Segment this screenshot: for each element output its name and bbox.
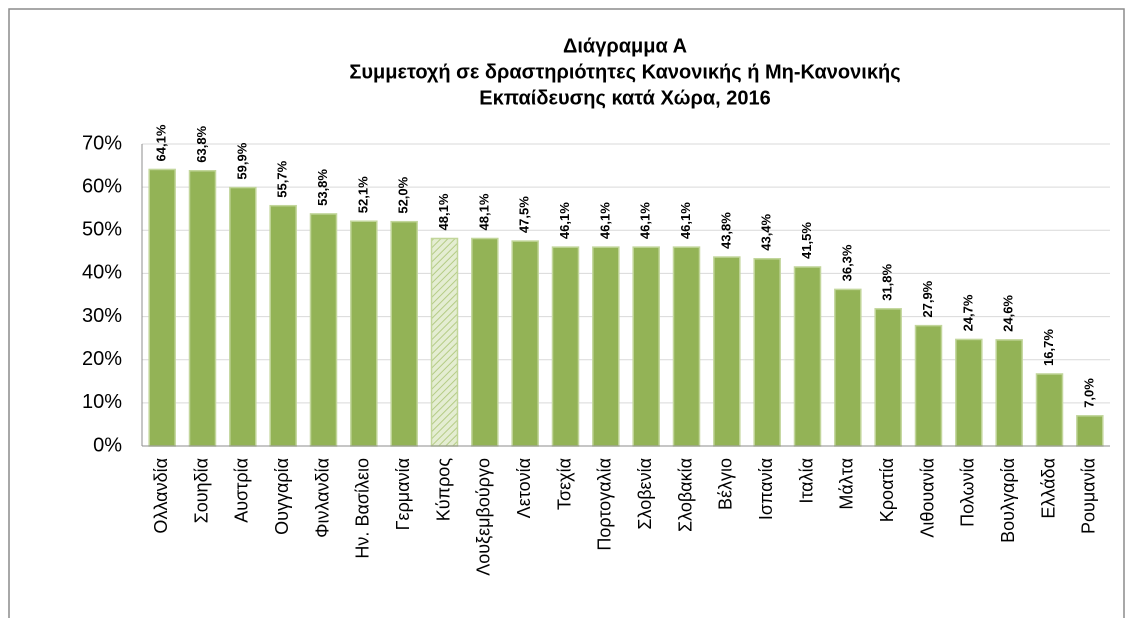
x-tick-label: Ολλανδία	[151, 458, 171, 534]
data-label: 46,1%	[678, 202, 693, 239]
y-tick-label: 60%	[82, 175, 122, 197]
data-label: 43,8%	[718, 212, 733, 249]
bar	[511, 240, 539, 447]
x-tick-label: Πορτογαλία	[595, 458, 615, 551]
data-label: 52,1%	[355, 176, 370, 213]
bar	[350, 220, 378, 447]
bar	[995, 339, 1023, 447]
x-tick-label: Κύπρος	[433, 458, 453, 522]
data-label: 55,7%	[275, 160, 290, 197]
bar	[955, 338, 983, 447]
bar	[229, 186, 257, 447]
data-label: 27,9%	[920, 280, 935, 317]
bar	[309, 213, 338, 447]
bar	[1076, 415, 1104, 447]
x-tick-label: Αυστρία	[232, 458, 252, 523]
x-tick-label: Σλοβακία	[675, 458, 695, 532]
bar	[713, 256, 741, 447]
x-tick-label: Ελλάδα	[1038, 458, 1058, 519]
y-tick-label: 20%	[82, 348, 122, 370]
data-label: 31,8%	[880, 264, 895, 301]
bar	[1035, 373, 1064, 447]
x-tick-label: Σουηδία	[191, 458, 211, 523]
bar	[390, 220, 418, 447]
y-tick-label: 40%	[82, 262, 122, 284]
chart-title: Εκπαίδευσης κατά Χώρα, 2016	[479, 87, 770, 109]
x-tick-label: Βέλγιο	[716, 458, 736, 510]
x-tick-label: Κροατία	[877, 458, 897, 522]
data-label: 24,6%	[1001, 295, 1016, 332]
chart-title: Διάγραμμα Α	[563, 35, 687, 57]
data-label: 43,4%	[759, 213, 774, 250]
bar	[753, 258, 781, 447]
x-tick-label: Ρουμανία	[1079, 458, 1099, 534]
bar	[672, 246, 701, 447]
x-tick-label: Φινλανδία	[312, 458, 332, 538]
data-label: 24,7%	[960, 294, 975, 331]
x-tick-label: Ην. Βασίλειο	[353, 458, 373, 559]
y-tick-label: 30%	[82, 305, 122, 327]
x-tick-label: Λουξεμβούργο	[474, 458, 494, 576]
bar	[430, 237, 459, 447]
x-tick-label: Ουγγαρία	[272, 458, 292, 535]
y-tick-label: 10%	[82, 391, 122, 413]
x-tick-label: Ιταλία	[796, 458, 816, 504]
bar	[632, 246, 660, 447]
data-label: 63,8%	[194, 125, 209, 162]
data-label: 53,8%	[315, 169, 330, 206]
data-label: 46,1%	[557, 202, 572, 239]
bar	[551, 246, 580, 447]
data-label: 46,1%	[638, 202, 653, 239]
data-label: 48,1%	[436, 193, 451, 230]
data-label: 52,0%	[396, 176, 411, 213]
chart-title: Συμμετοχή σε δραστηριότητες Κανονικής ή …	[349, 61, 900, 83]
x-tick-label: Σλοβενία	[635, 458, 655, 530]
data-label: 36,3%	[839, 244, 854, 281]
bar	[269, 204, 297, 447]
data-label: 64,1%	[154, 124, 169, 161]
x-tick-label: Βουλγαρία	[998, 458, 1018, 543]
y-tick-label: 70%	[82, 132, 122, 154]
x-tick-label: Ισπανία	[756, 458, 776, 520]
x-tick-label: Μάλτα	[837, 458, 857, 510]
bar	[914, 324, 943, 447]
y-tick-label: 50%	[82, 219, 122, 241]
data-label: 59,9%	[234, 142, 249, 179]
x-tick-label: Γερμανία	[393, 458, 413, 530]
bar	[793, 266, 822, 447]
data-label: 41,5%	[799, 222, 814, 259]
bar	[874, 308, 902, 447]
bar	[148, 168, 176, 447]
y-tick-label: 0%	[93, 434, 122, 456]
bar	[471, 237, 499, 447]
data-label: 7,0%	[1081, 378, 1096, 408]
frame	[8, 8, 1125, 618]
data-label: 48,1%	[476, 193, 491, 230]
bar	[188, 169, 217, 447]
data-label: 46,1%	[597, 202, 612, 239]
x-tick-label: Λιθουανία	[917, 458, 937, 538]
x-tick-label: Τσεχία	[554, 458, 574, 510]
data-label: 47,5%	[517, 196, 532, 233]
x-tick-label: Πολωνία	[958, 458, 978, 527]
data-label: 16,7%	[1041, 329, 1056, 366]
bar	[834, 288, 862, 447]
x-tick-label: Λετονία	[514, 458, 534, 518]
bar	[592, 246, 620, 447]
